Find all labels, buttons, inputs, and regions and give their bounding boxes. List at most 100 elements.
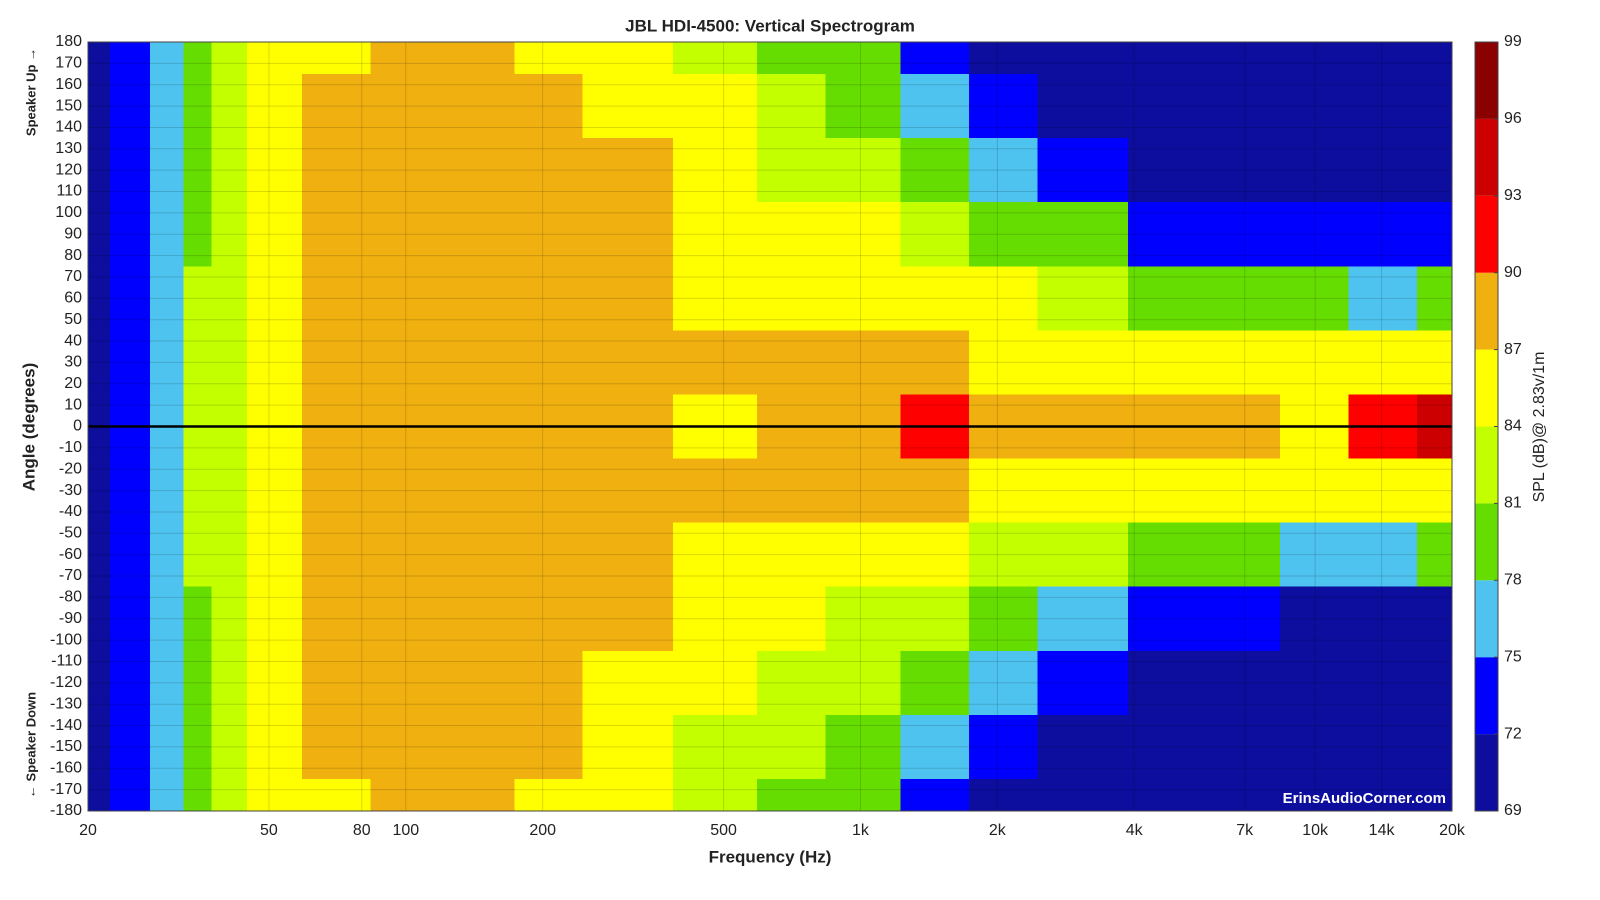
spl-cell bbox=[1279, 458, 1349, 524]
y-tick-label: 60 bbox=[64, 290, 82, 307]
spl-cell bbox=[900, 138, 970, 203]
colorbar-tick-label: 72 bbox=[1504, 725, 1522, 742]
spl-cell bbox=[582, 778, 674, 812]
spl-cell bbox=[968, 458, 1038, 524]
spl-cell bbox=[1348, 138, 1418, 203]
spl-cell bbox=[88, 778, 111, 812]
spl-cell bbox=[1211, 650, 1281, 716]
spl-cell bbox=[370, 778, 447, 812]
annotation: Speaker Up → bbox=[23, 48, 38, 136]
spl-cell bbox=[1348, 778, 1418, 812]
spl-cell bbox=[150, 714, 184, 780]
spl-cell bbox=[825, 778, 901, 812]
spl-cell bbox=[756, 266, 826, 331]
spl-cell bbox=[1037, 714, 1129, 780]
colorbar-swatch bbox=[1475, 503, 1498, 581]
x-axis-label: Frequency (Hz) bbox=[709, 847, 832, 866]
colorbar-swatch bbox=[1475, 580, 1498, 658]
spl-cell bbox=[673, 42, 758, 75]
spl-cell bbox=[1279, 330, 1349, 395]
spl-cell bbox=[968, 714, 1038, 780]
y-tick-label: 120 bbox=[55, 161, 82, 178]
spl-cell bbox=[1037, 266, 1129, 331]
y-tick-label: -140 bbox=[50, 717, 82, 734]
spl-cell bbox=[211, 458, 248, 524]
colorbar-label: SPL (dB)@ 2.83v/1m bbox=[1531, 352, 1548, 503]
spl-cell bbox=[1416, 458, 1453, 524]
y-tick-label: -50 bbox=[59, 525, 82, 542]
spl-cell bbox=[1211, 714, 1281, 780]
spl-cell bbox=[183, 586, 213, 652]
spl-cell bbox=[825, 458, 901, 524]
spl-cell bbox=[183, 522, 213, 588]
spl-cell bbox=[246, 458, 303, 524]
spl-cell bbox=[302, 586, 372, 652]
colorbar-swatch bbox=[1475, 118, 1498, 196]
spl-cell bbox=[582, 266, 674, 331]
spl-cell bbox=[756, 778, 826, 812]
spl-cell bbox=[1211, 458, 1281, 524]
spl-cell bbox=[1127, 586, 1212, 652]
spl-cell bbox=[1127, 522, 1212, 588]
spl-cell bbox=[211, 74, 248, 139]
spl-cell bbox=[1037, 650, 1129, 716]
spl-cell bbox=[211, 138, 248, 203]
y-tick-label: 140 bbox=[55, 119, 82, 136]
y-tick-label: 30 bbox=[64, 354, 82, 371]
spl-cell bbox=[370, 138, 447, 203]
y-tick-label: 20 bbox=[64, 375, 82, 392]
spl-cell bbox=[1416, 330, 1453, 395]
colorbar-tick-label: 78 bbox=[1504, 572, 1522, 589]
spl-cell bbox=[370, 714, 447, 780]
spl-cell bbox=[673, 650, 758, 716]
spl-cell bbox=[302, 330, 372, 395]
spl-cell bbox=[246, 74, 303, 139]
spl-cell bbox=[1416, 266, 1453, 331]
spl-cell bbox=[825, 522, 901, 588]
spl-cell bbox=[302, 202, 372, 267]
spl-cell bbox=[302, 522, 372, 588]
spl-cell bbox=[673, 202, 758, 267]
spl-cell bbox=[756, 42, 826, 75]
spl-cell bbox=[110, 778, 151, 812]
spl-cell bbox=[445, 586, 515, 652]
spl-cell bbox=[1211, 138, 1281, 203]
spl-cell bbox=[1211, 330, 1281, 395]
spl-cell bbox=[445, 74, 515, 139]
spl-cell bbox=[514, 266, 584, 331]
spl-cell bbox=[370, 266, 447, 331]
spl-cell bbox=[302, 650, 372, 716]
x-tick-label: 200 bbox=[529, 822, 556, 839]
spl-cell bbox=[88, 650, 111, 716]
y-tick-label: -130 bbox=[50, 695, 82, 712]
spl-cell bbox=[88, 714, 111, 780]
x-tick-label: 20k bbox=[1439, 822, 1466, 839]
spl-cell bbox=[1279, 266, 1349, 331]
colorbar-swatch bbox=[1475, 349, 1498, 427]
spl-cell bbox=[514, 778, 584, 812]
spl-cell bbox=[246, 522, 303, 588]
spl-cell bbox=[1127, 330, 1212, 395]
y-tick-label: 10 bbox=[64, 396, 82, 413]
spl-cell bbox=[756, 714, 826, 780]
colorbar-swatch bbox=[1475, 272, 1498, 350]
spl-cell bbox=[582, 458, 674, 524]
spl-cell bbox=[150, 458, 184, 524]
spl-cell bbox=[1127, 42, 1212, 75]
spl-cell bbox=[1348, 650, 1418, 716]
spl-cell bbox=[110, 330, 151, 395]
x-tick-label: 100 bbox=[392, 822, 419, 839]
y-tick-label: -10 bbox=[59, 439, 82, 456]
spl-cell bbox=[968, 202, 1038, 267]
spl-cell bbox=[1348, 586, 1418, 652]
y-tick-label: -160 bbox=[50, 759, 82, 776]
spl-cell bbox=[514, 522, 584, 588]
spl-cell bbox=[110, 74, 151, 139]
spl-cell bbox=[445, 202, 515, 267]
spl-cell bbox=[183, 202, 213, 267]
x-tick-label: 7k bbox=[1236, 822, 1254, 839]
spl-cell bbox=[968, 138, 1038, 203]
spl-cell bbox=[1348, 522, 1418, 588]
spl-cell bbox=[756, 458, 826, 524]
spl-cell bbox=[183, 778, 213, 812]
